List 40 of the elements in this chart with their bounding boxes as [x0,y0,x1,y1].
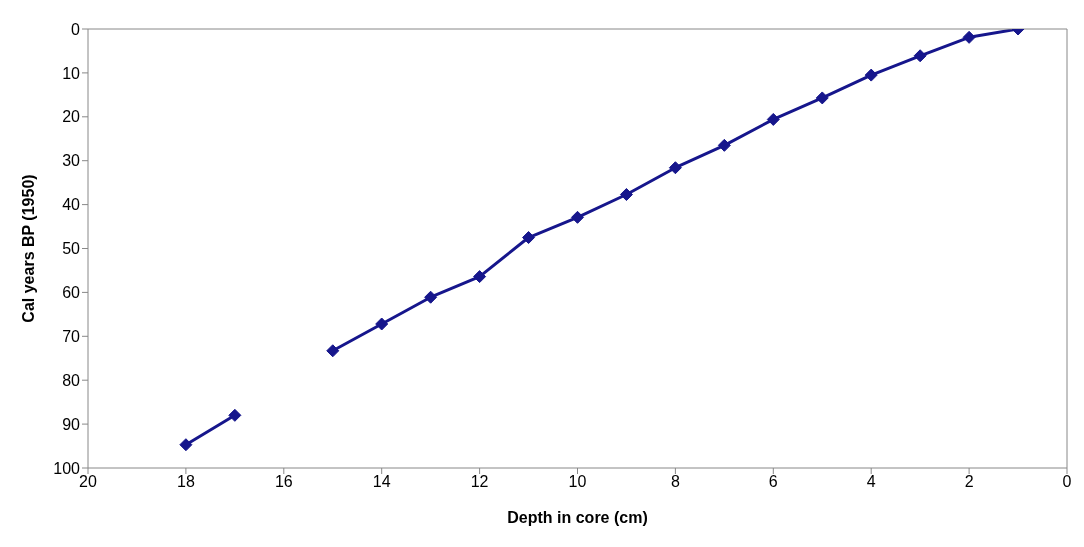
x-tick-label: 20 [79,473,97,491]
x-tick-label: 10 [568,473,587,491]
point [424,290,438,304]
y-tick-label: 50 [62,240,81,258]
x-tick-label: 6 [768,473,778,491]
y-tick-label: 40 [62,196,81,214]
x-axis-title: Depth in core (cm) [507,509,648,527]
y-tick-label: 100 [53,459,81,477]
point [522,231,536,245]
point [473,270,487,284]
point [668,161,682,175]
y-tick-label: 60 [62,284,81,302]
y-axis-title: Cal years BP (1950) [19,174,37,323]
y-tick-label: 20 [62,108,81,126]
y-tick-label: 0 [71,20,81,38]
point [179,438,193,452]
point [864,68,878,82]
point [766,112,780,126]
point [717,138,731,152]
point [815,91,829,105]
point [228,408,242,422]
x-tick-label: 4 [866,473,876,491]
x-tick-label: 14 [372,473,391,491]
x-tick-label: 18 [177,473,195,491]
point [571,210,584,224]
x-tick-label: 0 [1062,473,1072,491]
y-tick-label: 70 [62,327,81,345]
y-tick-label: 30 [62,152,81,170]
x-tick-label: 2 [964,473,974,491]
y-tick-label: 10 [62,64,81,82]
point [619,188,633,201]
x-tick-label: 8 [670,473,680,491]
x-tick-label: 16 [274,473,293,491]
y-tick-label: 80 [62,371,81,389]
point [913,49,927,63]
point [375,317,389,331]
point [326,344,340,358]
x-tick-label: 12 [470,473,489,491]
y-tick-label: 90 [62,415,81,433]
point [962,30,976,44]
